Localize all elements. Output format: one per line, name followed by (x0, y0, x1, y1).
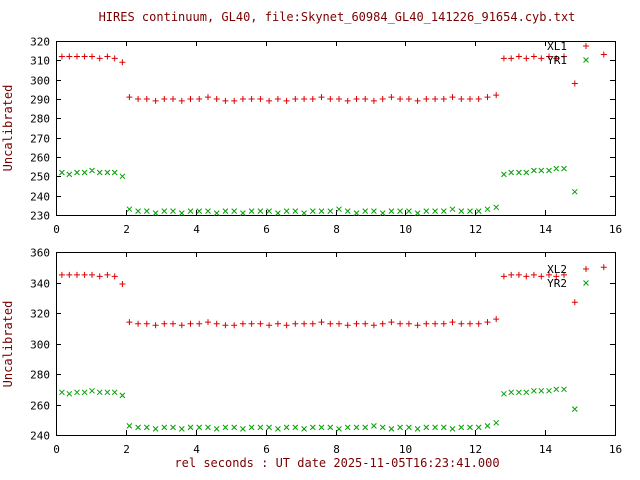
y-tick-label: 310 (30, 55, 50, 68)
x-tick-label: 2 (123, 223, 130, 236)
legend-marker-XL1 (583, 43, 589, 49)
chart-title: HIRES continuum, GL40, file:Skynet_60984… (99, 10, 576, 24)
x-tick-label: 14 (539, 443, 553, 456)
series-YR1 (59, 165, 578, 216)
y-tick-label: 290 (30, 94, 50, 107)
legend-marker-YR1 (583, 57, 589, 63)
y-tick-label: 240 (30, 430, 50, 443)
legend-marker-XL2 (583, 266, 589, 272)
y-tick-label: 280 (30, 369, 50, 382)
y-tick-label: 320 (30, 36, 50, 49)
legend-marker-YR2 (583, 280, 589, 286)
x-axis-label: rel seconds : UT date 2025-11-05T16:23:4… (174, 456, 499, 470)
y-axis-label-bottom: Uncalibrated (1, 301, 15, 388)
x-tick-label: 10 (399, 223, 412, 236)
x-tick-label: 12 (469, 223, 482, 236)
x-tick-label: 8 (333, 443, 340, 456)
x-tick-label: 6 (263, 223, 270, 236)
x-tick-label: 2 (123, 443, 130, 456)
legend-label-XL2: XL2 (547, 263, 567, 276)
x-tick-label: 10 (399, 443, 412, 456)
y-tick-label: 360 (30, 247, 50, 260)
axis-ticks (56, 41, 616, 216)
y-tick-label: 260 (30, 400, 50, 413)
y-tick-label: 240 (30, 191, 50, 204)
x-tick-label: 16 (609, 443, 622, 456)
series-YR2 (59, 386, 578, 432)
y-tick-label: 250 (30, 171, 50, 184)
series-XL2 (58, 264, 607, 329)
x-tick-label: 0 (53, 223, 60, 236)
x-tick-label: 16 (609, 223, 622, 236)
y-tick-label: 280 (30, 113, 50, 126)
x-tick-label: 4 (193, 443, 200, 456)
x-tick-label: 6 (263, 443, 270, 456)
x-tick-label: 14 (539, 223, 553, 236)
y-tick-label: 230 (30, 210, 50, 223)
y-tick-label: 320 (30, 308, 50, 321)
legend-label-YR2: YR2 (547, 277, 567, 290)
y-tick-label: 300 (30, 75, 50, 88)
axis-ticks (56, 252, 616, 436)
y-tick-label: 260 (30, 152, 50, 165)
x-tick-label: 12 (469, 443, 482, 456)
legend-label-YR1: YR1 (547, 54, 567, 67)
x-tick-label: 8 (333, 223, 340, 236)
plot-layers: 0 2 4 6 8 10 12 14 16230240250260270280290300310… (30, 36, 622, 457)
y-tick-label: 340 (30, 278, 50, 291)
y-tick-label: 270 (30, 133, 50, 146)
legend-label-XL1: XL1 (547, 40, 567, 53)
y-axis-label-top: Uncalibrated (1, 85, 15, 172)
x-tick-label: 4 (193, 223, 200, 236)
y-tick-label: 300 (30, 339, 50, 352)
x-tick-label: 0 (53, 443, 60, 456)
series-XL1 (58, 51, 607, 104)
